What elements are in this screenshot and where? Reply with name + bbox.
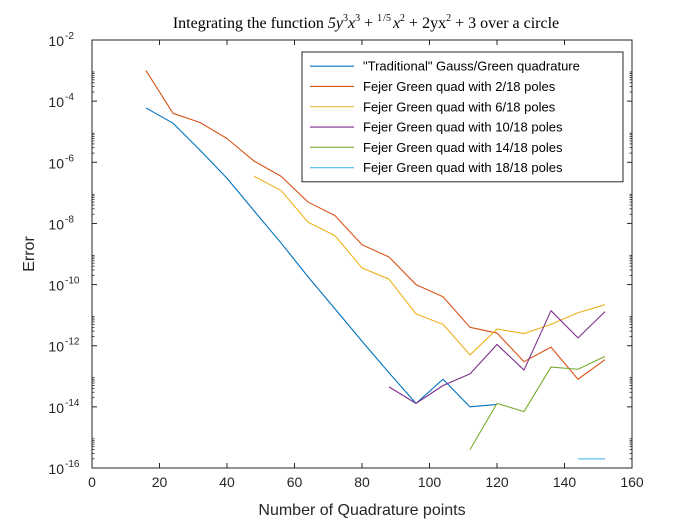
x-axis-label: Number of Quadrature points xyxy=(258,502,465,519)
x-tick-label: 40 xyxy=(219,474,235,490)
legend-entry-4: Fejer Green quad with 10/18 poles xyxy=(363,120,563,135)
x-tick-label: 120 xyxy=(485,474,509,490)
y-tick-exponent: -2 xyxy=(65,31,74,42)
legend-box xyxy=(301,51,624,183)
y-tick-exponent: -16 xyxy=(65,459,80,470)
y-tick-exponent: -8 xyxy=(65,214,74,225)
y-tick-exponent: -14 xyxy=(65,398,80,409)
x-tick-label: 140 xyxy=(553,474,577,490)
y-tick-base: 10 xyxy=(48,216,64,232)
x-tick-label: 100 xyxy=(418,474,442,490)
y-tick-exponent: -12 xyxy=(65,337,80,348)
y-tick-exponent: -6 xyxy=(65,153,74,164)
legend-entry-6: Fejer Green quad with 18/18 poles xyxy=(363,160,563,175)
y-tick-base: 10 xyxy=(48,94,64,110)
title-segment: 2 xyxy=(400,13,405,24)
y-tick-base: 10 xyxy=(48,339,64,355)
series-line-4 xyxy=(388,310,606,404)
x-tick-label: 80 xyxy=(354,474,370,490)
title-segment: + 3 over a circle xyxy=(451,15,559,32)
legend: "Traditional" Gauss/Green quadrature Feje… xyxy=(301,51,624,183)
x-tick-label: 20 xyxy=(152,474,168,490)
title-segment: 2 xyxy=(446,13,451,24)
y-axis-label: Error xyxy=(21,236,38,272)
title-segment: 3 xyxy=(355,13,360,24)
title-segment: 5 xyxy=(386,13,391,24)
y-tick-base: 10 xyxy=(48,461,64,477)
y-tick-base: 10 xyxy=(48,278,64,294)
title-segment: 1 xyxy=(377,13,382,24)
title-segment: Integrating the function xyxy=(173,15,328,32)
legend-entry-3: Fejer Green quad with 6/18 poles xyxy=(363,99,556,114)
legend-entry-1: "Traditional" Gauss/Green quadrature xyxy=(363,59,580,74)
y-tick-base: 10 xyxy=(48,155,64,171)
y-tick-exponent: -10 xyxy=(65,276,80,287)
y-tick-label: 10 xyxy=(48,278,64,294)
y-tick-label: 10 xyxy=(48,339,64,355)
chart-title: Integrating the function 5y3x3 + 1/5 x2 +… xyxy=(173,13,559,32)
title-segment: 5y xyxy=(328,15,344,32)
legend-entry-2: Fejer Green quad with 2/18 poles xyxy=(363,79,556,94)
title-fraction-bar: / xyxy=(383,13,386,24)
title-segment: + 2yx xyxy=(405,15,446,32)
title-segment: 3 xyxy=(343,13,348,24)
y-tick-base: 10 xyxy=(48,33,64,49)
y-tick-label: 10 xyxy=(48,155,64,171)
x-tick-label: 0 xyxy=(88,474,96,490)
series-line-1 xyxy=(145,107,498,408)
y-tick-label: 10 xyxy=(48,400,64,416)
series-line-3 xyxy=(253,175,606,356)
y-tick-label: 10 xyxy=(48,94,64,110)
series-line-5 xyxy=(469,355,606,450)
title-segment: x xyxy=(347,15,355,32)
y-tick-label: 10 xyxy=(48,461,64,477)
title-segment: x xyxy=(392,15,400,32)
title-segment: + xyxy=(360,15,377,32)
x-tick-label: 60 xyxy=(287,474,303,490)
legend-entry-5: Fejer Green quad with 14/18 poles xyxy=(363,140,563,155)
y-tick-exponent: -4 xyxy=(65,92,74,103)
y-tick-label: 10 xyxy=(48,216,64,232)
y-tick-base: 10 xyxy=(48,400,64,416)
y-tick-label: 10 xyxy=(48,33,64,49)
series-layer xyxy=(145,70,606,460)
x-tick-label: 160 xyxy=(620,474,644,490)
